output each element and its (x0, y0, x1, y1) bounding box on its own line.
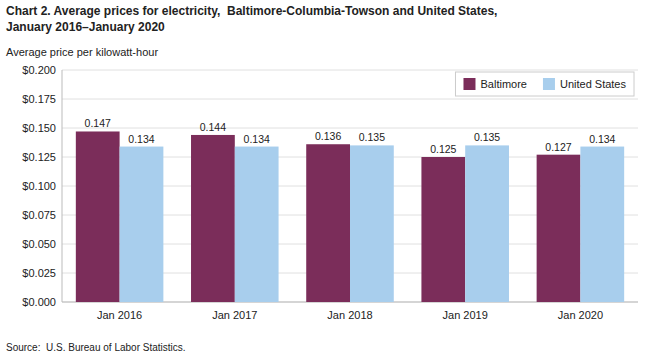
data-label: 0.147 (85, 117, 111, 129)
x-tick-label: Jan 2017 (212, 309, 257, 321)
grid-line (62, 99, 638, 100)
data-label: 0.134 (589, 133, 615, 145)
legend-swatch (463, 78, 475, 90)
grid-line (62, 70, 638, 71)
data-label: 0.134 (128, 133, 154, 145)
source: Source: U.S. Bureau of Labor Statistics. (6, 342, 186, 353)
title: Chart 2. Average prices for electricity,… (6, 4, 497, 18)
y-tick-label: $0.000 (22, 296, 56, 308)
y-axis-label: Average price per kilowatt-hour (6, 46, 158, 58)
y-tick-label: $0.100 (22, 180, 56, 192)
y-axis-line (62, 70, 63, 302)
legend-frame (455, 72, 634, 96)
data-label: 0.136 (315, 130, 341, 142)
legend-swatch (543, 78, 555, 90)
x-tick-label: Jan 2019 (443, 309, 488, 321)
legend: Baltimore United States (455, 72, 634, 96)
bar (235, 147, 279, 302)
bars (76, 131, 624, 302)
x-tick-label: Jan 2016 (97, 309, 142, 321)
bar (580, 147, 624, 302)
y-tick-label: $0.075 (22, 209, 56, 221)
y-tick-label: $0.150 (22, 122, 56, 134)
y-tick-label: $0.175 (22, 93, 56, 105)
y-tick-label: $0.050 (22, 238, 56, 250)
x-tick-label: Jan 2018 (327, 309, 372, 321)
bar (76, 131, 120, 302)
grid (62, 70, 638, 302)
bar (306, 144, 350, 302)
bar (465, 145, 509, 302)
data-label: 0.127 (545, 141, 571, 153)
grid-line (62, 128, 638, 129)
data-label: 0.144 (200, 121, 226, 133)
subtitle: January 2016–January 2020 (6, 20, 165, 34)
legend-label: Baltimore (480, 78, 526, 90)
data-label: 0.135 (474, 131, 500, 143)
data-label: 0.134 (244, 133, 270, 145)
chart: Chart 2. Average prices for electricity,… (0, 0, 650, 357)
bar (120, 147, 164, 302)
bar (421, 157, 465, 302)
y-tick-label: $0.125 (22, 151, 56, 163)
data-label: 0.125 (430, 143, 456, 155)
data-label: 0.135 (359, 131, 385, 143)
y-tick-label: $0.200 (22, 64, 56, 76)
x-tick-label: Jan 2020 (558, 309, 603, 321)
bar (350, 145, 394, 302)
bar (537, 155, 581, 302)
data-labels: 0.147 0.144 0.136 0.125 0.127 0.134 0.134 0.135… (85, 117, 616, 155)
legend-label: United States (560, 78, 627, 90)
bar (191, 135, 235, 302)
y-tick-label: $0.025 (22, 267, 56, 279)
